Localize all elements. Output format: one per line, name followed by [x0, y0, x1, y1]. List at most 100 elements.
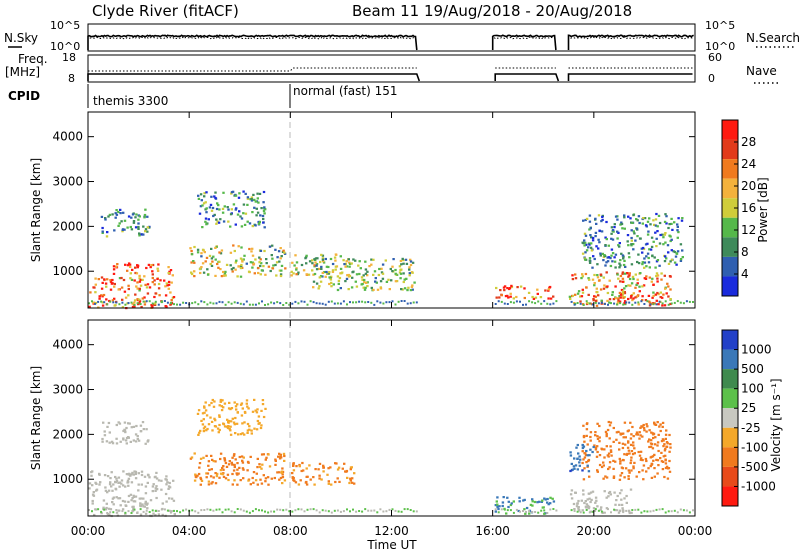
scatter-cell — [679, 258, 683, 261]
ground-cell — [312, 508, 315, 511]
x-tick-label: 00:00 — [71, 524, 106, 538]
scatter-cell — [218, 260, 221, 263]
scatter-cell — [408, 266, 411, 269]
scatter-cell — [258, 220, 261, 223]
scatter-cell — [119, 504, 122, 507]
scatter-cell — [103, 434, 107, 437]
ground-cell — [352, 301, 354, 304]
scatter-cell — [324, 257, 327, 261]
ground-cell — [515, 508, 518, 511]
ground-cell — [594, 508, 597, 511]
scatter-cell — [632, 435, 635, 438]
scatter-cell — [211, 260, 214, 263]
scatter-cell — [222, 191, 225, 194]
scatter-cell — [229, 408, 232, 411]
scatter-cell — [251, 254, 255, 257]
scatter-cell — [667, 251, 670, 254]
scatter-cell — [595, 287, 598, 290]
ground-cell — [142, 510, 145, 513]
scatter-cell — [316, 257, 319, 260]
scatter-cell — [604, 264, 607, 267]
scatter-cell — [100, 276, 104, 279]
ground-cell — [206, 303, 209, 306]
ground-cell — [115, 509, 118, 511]
scatter-cell — [549, 496, 552, 499]
velocity-heatmap — [88, 398, 694, 518]
scatter-cell — [585, 286, 588, 289]
scatter-cell — [363, 281, 366, 284]
ground-cell — [148, 300, 151, 303]
scatter-cell — [205, 476, 208, 479]
scatter-cell — [618, 441, 621, 444]
scatter-cell — [630, 282, 634, 285]
scatter-cell — [146, 226, 149, 229]
colorbar-swatch — [722, 256, 738, 277]
scatter-cell — [400, 288, 403, 291]
ground-cell — [333, 509, 336, 512]
scatter-cell — [353, 482, 356, 485]
scatter-cell — [649, 456, 652, 459]
scatter-cell — [656, 472, 659, 475]
scatter-cell — [210, 264, 214, 267]
scatter-cell — [632, 467, 635, 470]
scatter-cell — [265, 262, 268, 265]
scatter-cell — [588, 243, 591, 246]
scatter-cell — [653, 302, 656, 305]
scatter-cell — [620, 288, 624, 292]
ground-cell — [236, 301, 239, 304]
scatter-cell — [399, 277, 402, 280]
scatter-cell — [236, 213, 240, 216]
scatter-cell — [675, 252, 678, 255]
scatter-cell — [605, 238, 608, 241]
scatter-cell — [638, 237, 642, 240]
scatter-cell — [231, 483, 234, 486]
scatter-cell — [536, 292, 539, 295]
scatter-cell — [100, 512, 103, 515]
scatter-cell — [153, 303, 157, 306]
scatter-cell — [613, 260, 617, 263]
ground-cell — [385, 301, 388, 304]
scatter-cell — [621, 290, 625, 293]
scatter-cell — [260, 269, 264, 272]
scatter-cell — [206, 472, 210, 475]
scatter-cell — [650, 236, 654, 239]
colorbar-swatch — [722, 198, 738, 218]
ground-cell — [242, 509, 245, 512]
scatter-cell — [643, 257, 646, 260]
ground-cell — [248, 303, 251, 306]
colorbar-tick-label: 8 — [741, 245, 749, 259]
scatter-cell — [214, 482, 218, 485]
scatter-cell — [609, 264, 613, 268]
scatter-cell — [91, 499, 94, 503]
scatter-cell — [629, 461, 632, 465]
ground-cell — [537, 300, 540, 303]
scatter-cell — [189, 457, 193, 460]
ground-cell — [494, 303, 497, 305]
scatter-cell — [400, 268, 403, 271]
scatter-cell — [349, 468, 352, 471]
scatter-cell — [653, 223, 656, 226]
scatter-cell — [304, 257, 307, 260]
scatter-cell — [620, 503, 624, 506]
scatter-cell — [226, 206, 229, 209]
scatter-cell — [146, 283, 150, 286]
scatter-cell — [295, 465, 298, 468]
scatter-cell — [593, 509, 597, 512]
scatter-cell — [522, 499, 525, 502]
ground-cell — [364, 301, 367, 304]
scatter-cell — [231, 417, 234, 420]
scatter-cell — [632, 297, 635, 300]
scatter-cell — [95, 489, 98, 492]
scatter-cell — [245, 399, 249, 402]
scatter-cell — [578, 464, 581, 467]
scatter-cell — [585, 506, 588, 509]
scatter-cell — [230, 192, 233, 195]
scatter-cell — [268, 465, 272, 468]
scatter-cell — [131, 302, 134, 305]
scatter-cell — [246, 197, 250, 200]
scatter-cell — [262, 453, 265, 456]
scatter-cell — [137, 227, 140, 230]
scatter-cell — [594, 231, 598, 234]
scatter-cell — [655, 260, 659, 263]
scatter-cell — [349, 479, 352, 482]
